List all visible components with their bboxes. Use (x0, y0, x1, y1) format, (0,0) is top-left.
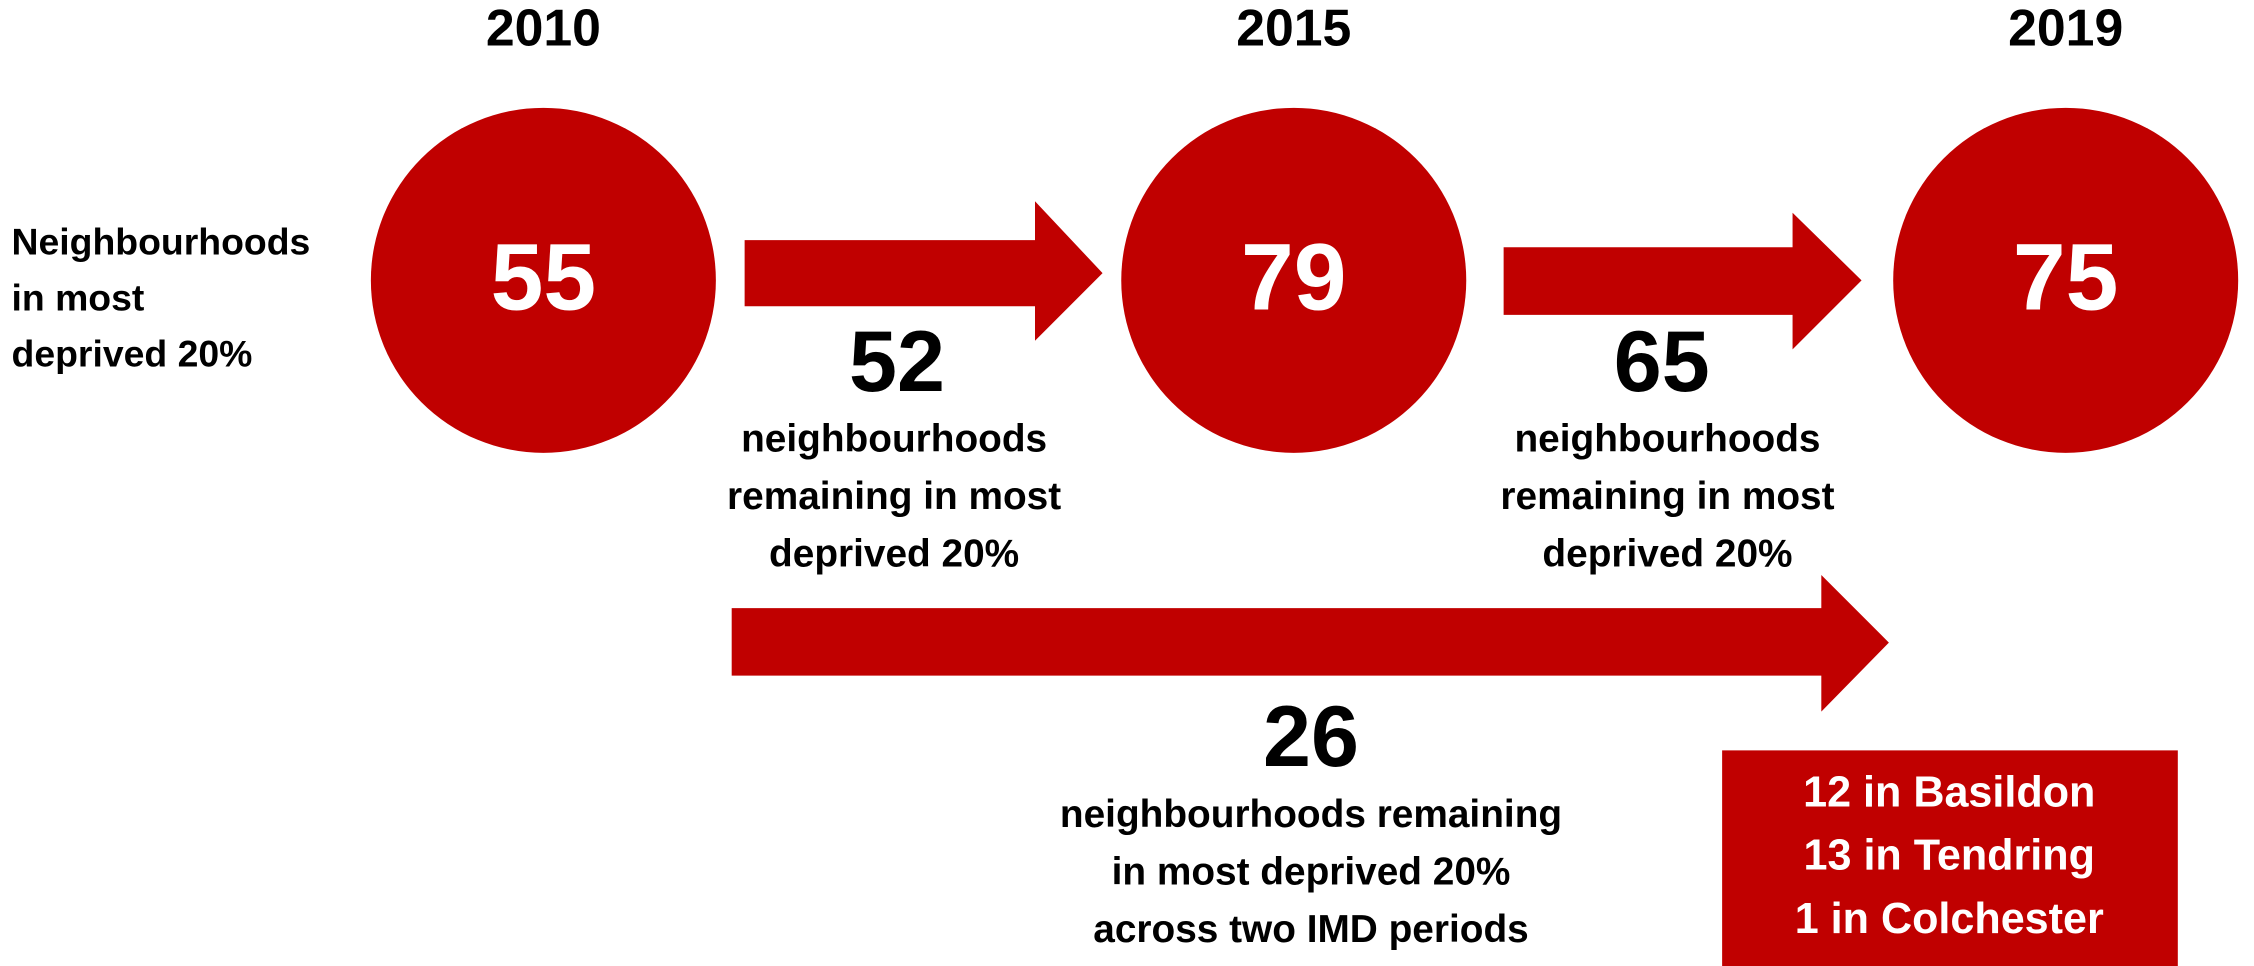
breakdown-line: 13 in Tendring (1804, 832, 2095, 880)
period-circle (370, 107, 716, 453)
year: 2015 (1236, 0, 1351, 56)
period-count: 55 (491, 225, 597, 331)
period-count: 79 (1241, 225, 1347, 331)
year: 2019 (2008, 0, 2123, 56)
row-label: in most (12, 276, 145, 318)
transition-number: 65 (1614, 314, 1710, 410)
breakdown-line: 12 in Basildon (1803, 768, 2095, 816)
transition-text: deprived 20% (1542, 533, 1792, 576)
transition-text: remaining in most (727, 475, 1061, 518)
breakdown-box (1722, 750, 2178, 966)
transition-text: neighbourhoods (741, 418, 1047, 461)
breakdown-line: 1 in Colchester (1795, 895, 2104, 943)
year: 2010 (486, 0, 601, 56)
transition-text: remaining in most (1500, 475, 1834, 518)
transition-text: neighbourhoods (1514, 418, 1820, 461)
long-transition-text: neighbourhoods remaining (1060, 793, 1562, 836)
period-circle (1893, 107, 2239, 453)
period-count: 75 (2013, 225, 2119, 331)
transition-text: deprived 20% (769, 533, 1019, 576)
long-transition-text: in most deprived 20% (1112, 850, 1511, 893)
transition-number: 52 (849, 314, 945, 410)
period-circle (1121, 107, 1467, 453)
long-arrow (731, 575, 1889, 712)
row-label: Neighbourhoods (12, 220, 311, 262)
arrow (1503, 212, 1862, 350)
row-label: deprived 20% (12, 332, 253, 374)
long-transition-text: across two IMD periods (1093, 908, 1528, 951)
arrow (744, 201, 1103, 341)
long-transition-number: 26 (1263, 689, 1359, 785)
